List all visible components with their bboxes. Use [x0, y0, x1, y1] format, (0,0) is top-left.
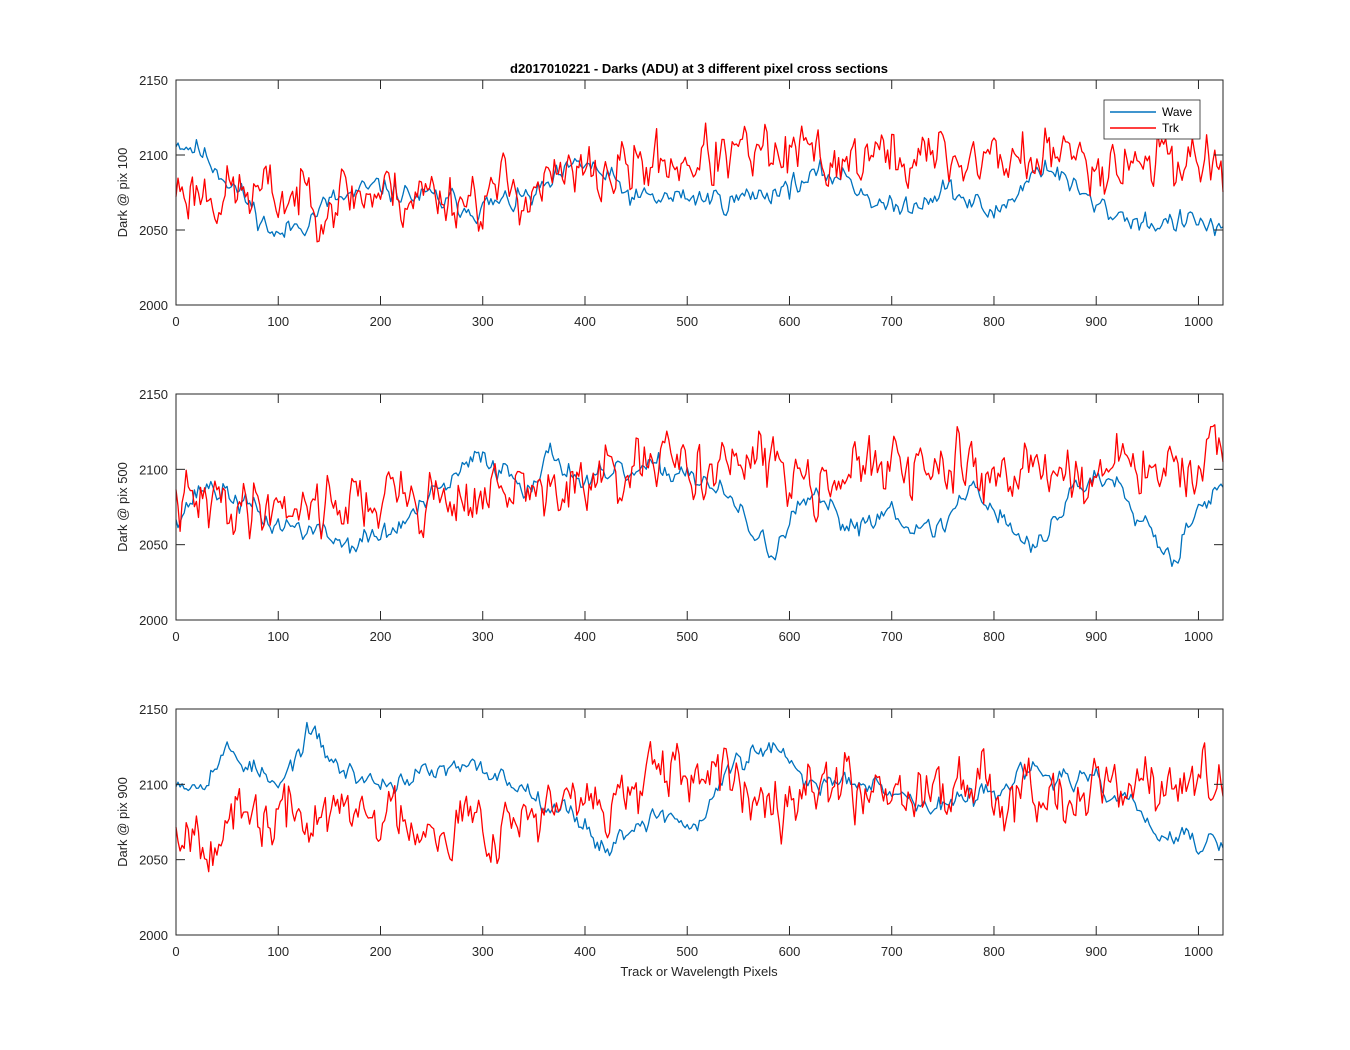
x-tick-label: 300 — [472, 314, 494, 329]
x-tick-label: 0 — [172, 629, 179, 644]
legend: Wave Trk — [1103, 99, 1201, 140]
x-tick-label: 200 — [370, 944, 392, 959]
x-tick-label: 500 — [676, 629, 698, 644]
axis-layer-2: 0 100 200 300 400 500 600 700 800 900 1000 2000 2050… — [139, 387, 1223, 644]
y-axis-label-2: Dark @ pix 500 — [115, 462, 130, 552]
x-tick-label: 600 — [779, 314, 801, 329]
x-tick-label: 600 — [779, 629, 801, 644]
series-line-trk-2 — [175, 424, 1224, 540]
x-tick-label: 1000 — [1184, 944, 1213, 959]
x-tick-label: 100 — [267, 629, 289, 644]
y-tick-label: 2100 — [139, 462, 168, 477]
x-tick-label: 800 — [983, 314, 1005, 329]
series-line-trk-1 — [175, 122, 1224, 243]
series-line-trk-3 — [175, 741, 1224, 873]
y-tick-label: 2150 — [139, 73, 168, 88]
y-tick-label: 2000 — [139, 928, 168, 943]
x-tick-label: 400 — [574, 314, 596, 329]
x-tick-label: 500 — [676, 944, 698, 959]
y-tick-label: 2000 — [139, 613, 168, 628]
series-layer-1 — [175, 122, 1224, 243]
x-tick-label: 500 — [676, 314, 698, 329]
series-line-wave-2 — [175, 442, 1224, 568]
y-tick-label: 2050 — [139, 538, 168, 553]
x-tick-label: 400 — [574, 629, 596, 644]
y-tick-label: 2050 — [139, 853, 168, 868]
axis-layer-1: 0 100 200 300 400 500 600 700 800 900 1000 2000 2050… — [139, 73, 1223, 329]
plot-area-2 — [176, 394, 1223, 620]
x-tick-label: 1000 — [1184, 629, 1213, 644]
x-tick-label: 800 — [983, 944, 1005, 959]
plot-frame-3 — [175, 708, 1224, 936]
x-tick-label: 0 — [172, 314, 179, 329]
legend-box — [1103, 99, 1201, 140]
plot-frame-1 — [175, 79, 1224, 306]
x-tick-label: 0 — [172, 944, 179, 959]
x-tick-label: 200 — [370, 314, 392, 329]
legend-label-wave: Wave — [1162, 105, 1193, 119]
y-axis-label-1: Dark @ pix 100 — [115, 148, 130, 238]
chart-title: d2017010221 - Darks (ADU) at 3 different… — [510, 61, 888, 76]
x-tick-label: 700 — [881, 314, 903, 329]
series-line-wave-3 — [175, 721, 1224, 857]
series-line-wave-1 — [175, 139, 1224, 238]
x-tick-label: 200 — [370, 629, 392, 644]
y-tick-label: 2150 — [139, 387, 168, 402]
x-tick-label: 900 — [1085, 629, 1107, 644]
x-tick-label: 1000 — [1184, 314, 1213, 329]
x-tick-label: 900 — [1085, 314, 1107, 329]
x-tick-label: 300 — [472, 944, 494, 959]
x-tick-label: 600 — [779, 944, 801, 959]
y-axis-label-3: Dark @ pix 900 — [115, 777, 130, 867]
y-tick-label: 2000 — [139, 298, 168, 313]
x-tick-label: 700 — [881, 629, 903, 644]
x-tick-label: 300 — [472, 629, 494, 644]
legend-label-trk: Trk — [1162, 121, 1180, 135]
x-axis-label: Track or Wavelength Pixels — [620, 964, 778, 979]
x-tick-label: 800 — [983, 629, 1005, 644]
axis-layer-3: 0 100 200 300 400 500 600 700 800 900 1000 2000 2050… — [139, 702, 1223, 959]
y-tick-label: 2100 — [139, 777, 168, 792]
x-tick-label: 700 — [881, 944, 903, 959]
y-tick-label: 2100 — [139, 148, 168, 163]
x-tick-label: 900 — [1085, 944, 1107, 959]
x-tick-label: 100 — [267, 944, 289, 959]
subplot-3: 0 100 200 300 400 500 600 700 800 900 1000 2000 2050… — [115, 702, 1224, 979]
x-tick-label: 100 — [267, 314, 289, 329]
plot-frame-2 — [175, 393, 1224, 621]
x-tick-label: 400 — [574, 944, 596, 959]
series-layer-2 — [175, 424, 1224, 568]
y-tick-label: 2050 — [139, 223, 168, 238]
y-tick-label: 2150 — [139, 702, 168, 717]
subplot-2: 0 100 200 300 400 500 600 700 800 900 1000 2000 2050… — [115, 387, 1224, 644]
series-layer-3 — [175, 721, 1224, 873]
subplot-1: 0 100 200 300 400 500 600 700 800 900 1000 2000 2050… — [115, 73, 1224, 329]
